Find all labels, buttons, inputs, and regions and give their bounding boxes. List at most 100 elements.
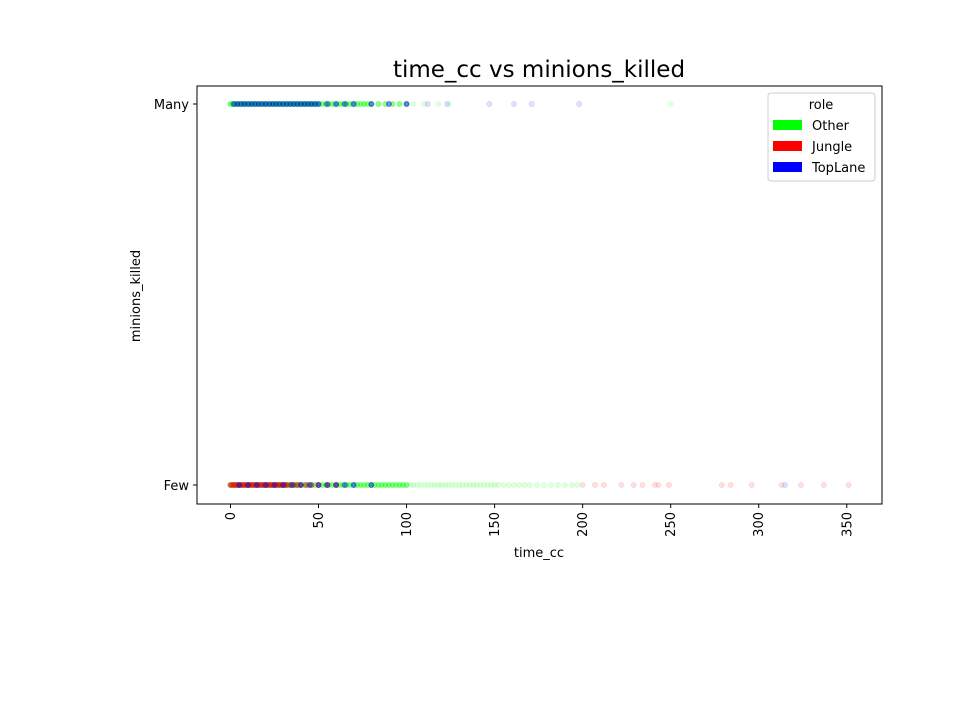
point-other [403, 482, 410, 488]
point-toplane [342, 101, 348, 107]
point-jungle [778, 482, 785, 488]
point-other [516, 482, 523, 488]
point-jungle [600, 482, 607, 488]
point-other [467, 482, 473, 488]
x-tick-label: 100 [400, 512, 415, 537]
point-other [421, 482, 428, 488]
point-toplane [368, 101, 375, 107]
point-other [417, 482, 424, 488]
point-toplane [324, 482, 331, 488]
point-jungle [748, 482, 755, 488]
legend-label-other: Other [812, 119, 850, 134]
point-jungle [666, 482, 672, 488]
point-jungle [630, 482, 637, 488]
point-other [484, 482, 491, 488]
point-other [410, 482, 417, 488]
point-toplane [306, 482, 313, 488]
point-other [495, 482, 502, 488]
point-other [431, 482, 438, 488]
point-other [449, 482, 456, 488]
point-other [488, 482, 494, 488]
point-other [396, 101, 403, 107]
point-other [459, 482, 466, 488]
point-jungle [308, 482, 315, 488]
point-toplane [486, 101, 493, 107]
point-other [667, 101, 674, 107]
point-other [505, 482, 512, 488]
point-other [491, 482, 498, 488]
point-other [555, 482, 561, 488]
point-toplane [424, 101, 431, 107]
point-other [477, 482, 484, 488]
y-axis: Few Many [154, 98, 197, 494]
point-other [435, 101, 442, 107]
point-other [410, 101, 417, 107]
point-toplane [511, 101, 517, 107]
points-layer [227, 101, 852, 488]
point-other [500, 482, 507, 488]
point-other [442, 482, 449, 488]
point-other [511, 482, 517, 488]
legend: role Other Jungle TopLane [767, 92, 876, 182]
point-other [424, 482, 431, 488]
point-other [526, 482, 533, 488]
point-other [574, 482, 581, 488]
point-other [463, 482, 470, 488]
legend-swatch-jungle [773, 141, 802, 151]
point-other [435, 482, 442, 488]
point-other [421, 101, 428, 107]
point-jungle [618, 482, 625, 488]
point-other [445, 482, 452, 488]
point-toplane [297, 482, 304, 488]
chart-title: time_cc vs minions_killed [393, 57, 685, 83]
point-toplane [245, 482, 251, 488]
point-other [533, 482, 540, 488]
point-other [541, 482, 547, 488]
point-toplane [236, 482, 243, 488]
legend-swatch-toplane [773, 162, 802, 172]
point-jungle [845, 482, 852, 488]
point-other [562, 482, 568, 488]
x-tick-label: 350 [840, 512, 855, 537]
point-jungle [592, 482, 598, 488]
x-tick-label: 0 [224, 512, 239, 520]
point-jungle [727, 482, 734, 488]
point-other [569, 482, 575, 488]
point-toplane [350, 482, 357, 488]
point-toplane [386, 101, 392, 107]
point-jungle [651, 482, 658, 488]
point-toplane [333, 101, 340, 107]
point-other [456, 482, 463, 488]
point-toplane [350, 101, 357, 107]
point-toplane [262, 482, 269, 488]
point-jungle [639, 482, 646, 488]
point-toplane [444, 101, 450, 107]
x-tick-label: 300 [752, 512, 767, 537]
y-axis-label: minions_killed [129, 250, 144, 342]
point-other [481, 482, 487, 488]
point-toplane [342, 482, 348, 488]
point-other [474, 482, 480, 488]
point-toplane [324, 101, 331, 107]
point-other [452, 482, 459, 488]
y-tick-label: Few [164, 479, 190, 494]
point-other [375, 101, 382, 107]
point-other [428, 482, 435, 488]
point-toplane [333, 482, 340, 488]
x-tick-label: 200 [576, 512, 591, 537]
legend-entries: Other Jungle TopLane [773, 119, 865, 176]
legend-swatch-other [773, 120, 802, 130]
legend-label-toplane: TopLane [811, 161, 865, 176]
point-toplane [368, 482, 375, 488]
point-toplane [315, 101, 322, 107]
point-toplane [271, 482, 278, 488]
point-other [438, 482, 445, 488]
legend-label-jungle: Jungle [811, 140, 852, 155]
point-jungle [820, 482, 827, 488]
point-jungle [655, 482, 662, 488]
point-toplane [576, 101, 583, 107]
legend-box [767, 92, 876, 182]
point-jungle [718, 482, 725, 488]
x-tick-label: 50 [312, 512, 327, 529]
